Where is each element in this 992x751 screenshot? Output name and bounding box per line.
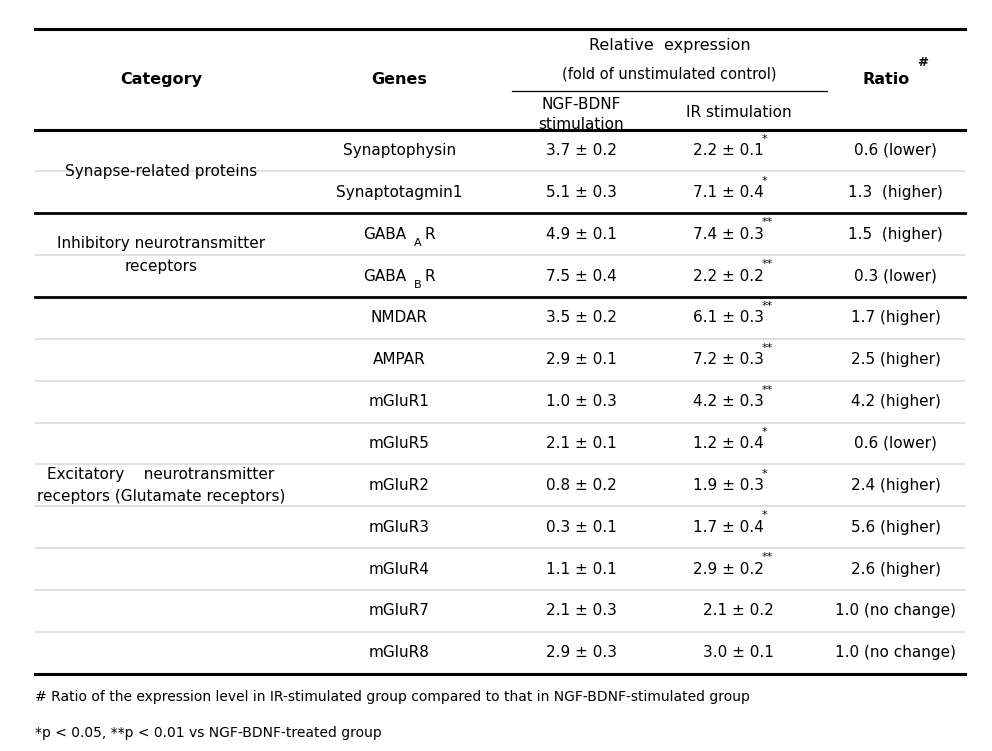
Text: **: ** [762,259,773,270]
Text: mGluR4: mGluR4 [369,562,430,577]
Text: 3.0 ± 0.1: 3.0 ± 0.1 [703,645,774,660]
Text: 0.3 ± 0.1: 0.3 ± 0.1 [546,520,617,535]
Text: 6.1 ± 0.3: 6.1 ± 0.3 [693,310,764,325]
Text: 0.3 (lower): 0.3 (lower) [854,269,937,284]
Text: #: # [917,56,928,69]
Text: 2.1 ± 0.1: 2.1 ± 0.1 [546,436,616,451]
Text: 7.5 ± 0.4: 7.5 ± 0.4 [546,269,616,284]
Text: 2.9 ± 0.3: 2.9 ± 0.3 [546,645,617,660]
Text: 1.7 ± 0.4: 1.7 ± 0.4 [693,520,764,535]
Text: mGluR8: mGluR8 [369,645,430,660]
Text: Ratio: Ratio [862,71,910,86]
Text: *p < 0.05, **p < 0.01 vs NGF-BDNF-treated group: *p < 0.05, **p < 0.01 vs NGF-BDNF-treate… [36,726,382,740]
Text: 4.2 ± 0.3: 4.2 ± 0.3 [693,394,764,409]
Text: 2.6 (higher): 2.6 (higher) [851,562,940,577]
Text: Genes: Genes [371,71,428,86]
Text: **: ** [762,552,773,562]
Text: 2.5 (higher): 2.5 (higher) [851,352,940,367]
Text: *: * [762,511,767,520]
Text: 1.5  (higher): 1.5 (higher) [848,227,943,242]
Text: 2.2 ± 0.2: 2.2 ± 0.2 [693,269,764,284]
Text: **: ** [762,385,773,395]
Text: 1.7 (higher): 1.7 (higher) [851,310,940,325]
Text: mGluR5: mGluR5 [369,436,430,451]
Text: 5.1 ± 0.3: 5.1 ± 0.3 [546,185,617,200]
Text: B: B [414,280,422,290]
Text: NMDAR: NMDAR [371,310,428,325]
Text: # Ratio of the expression level in IR-stimulated group compared to that in NGF-B: # Ratio of the expression level in IR-st… [36,690,750,704]
Text: AMPAR: AMPAR [373,352,426,367]
Text: 7.1 ± 0.4: 7.1 ± 0.4 [693,185,764,200]
Text: 4.9 ± 0.1: 4.9 ± 0.1 [546,227,617,242]
Text: 3.5 ± 0.2: 3.5 ± 0.2 [546,310,617,325]
Text: 1.9 ± 0.3: 1.9 ± 0.3 [693,478,764,493]
Text: (fold of unstimulated control): (fold of unstimulated control) [562,66,777,81]
Text: **: ** [762,218,773,228]
Text: 1.2 ± 0.4: 1.2 ± 0.4 [693,436,764,451]
Text: *: * [762,134,767,143]
Text: 5.6 (higher): 5.6 (higher) [851,520,940,535]
Text: 1.3  (higher): 1.3 (higher) [848,185,943,200]
Text: 4.2 (higher): 4.2 (higher) [851,394,940,409]
Text: Synapse-related proteins: Synapse-related proteins [64,164,257,179]
Text: *: * [762,427,767,437]
Text: IR stimulation: IR stimulation [685,105,792,120]
Text: 3.7 ± 0.2: 3.7 ± 0.2 [546,143,617,158]
Text: GABA: GABA [363,269,406,284]
Text: Excitatory    neurotransmitter
receptors (Glutamate receptors): Excitatory neurotransmitter receptors (G… [37,466,285,504]
Text: 0.8 ± 0.2: 0.8 ± 0.2 [546,478,616,493]
Text: 2.9 ± 0.1: 2.9 ± 0.1 [546,352,617,367]
Text: 7.4 ± 0.3: 7.4 ± 0.3 [693,227,764,242]
Text: R: R [425,269,435,284]
Text: Category: Category [120,71,201,86]
Text: 2.4 (higher): 2.4 (higher) [851,478,940,493]
Text: Relative  expression: Relative expression [589,38,751,53]
Text: 0.6 (lower): 0.6 (lower) [854,436,937,451]
Text: 2.1 ± 0.3: 2.1 ± 0.3 [546,603,617,618]
Text: GABA: GABA [363,227,406,242]
Text: R: R [425,227,435,242]
Text: *: * [762,176,767,185]
Text: NGF-BDNF
stimulation: NGF-BDNF stimulation [539,98,624,131]
Text: Synaptophysin: Synaptophysin [342,143,455,158]
Text: 2.1 ± 0.2: 2.1 ± 0.2 [703,603,774,618]
Text: 1.0 (no change): 1.0 (no change) [835,645,956,660]
Text: 2.9 ± 0.2: 2.9 ± 0.2 [693,562,764,577]
Text: **: ** [762,343,773,353]
Text: A: A [414,238,422,249]
Text: 1.0 (no change): 1.0 (no change) [835,603,956,618]
Text: Synaptotagmin1: Synaptotagmin1 [336,185,462,200]
Text: mGluR3: mGluR3 [369,520,430,535]
Text: **: ** [762,301,773,311]
Text: 0.6 (lower): 0.6 (lower) [854,143,937,158]
Text: *: * [762,469,767,478]
Text: mGluR2: mGluR2 [369,478,430,493]
Text: Inhibitory neurotransmitter
receptors: Inhibitory neurotransmitter receptors [57,237,265,273]
Text: 2.2 ± 0.1: 2.2 ± 0.1 [693,143,764,158]
Text: 1.0 ± 0.3: 1.0 ± 0.3 [546,394,617,409]
Text: mGluR1: mGluR1 [369,394,430,409]
Text: 1.1 ± 0.1: 1.1 ± 0.1 [546,562,616,577]
Text: 7.2 ± 0.3: 7.2 ± 0.3 [693,352,764,367]
Text: mGluR7: mGluR7 [369,603,430,618]
